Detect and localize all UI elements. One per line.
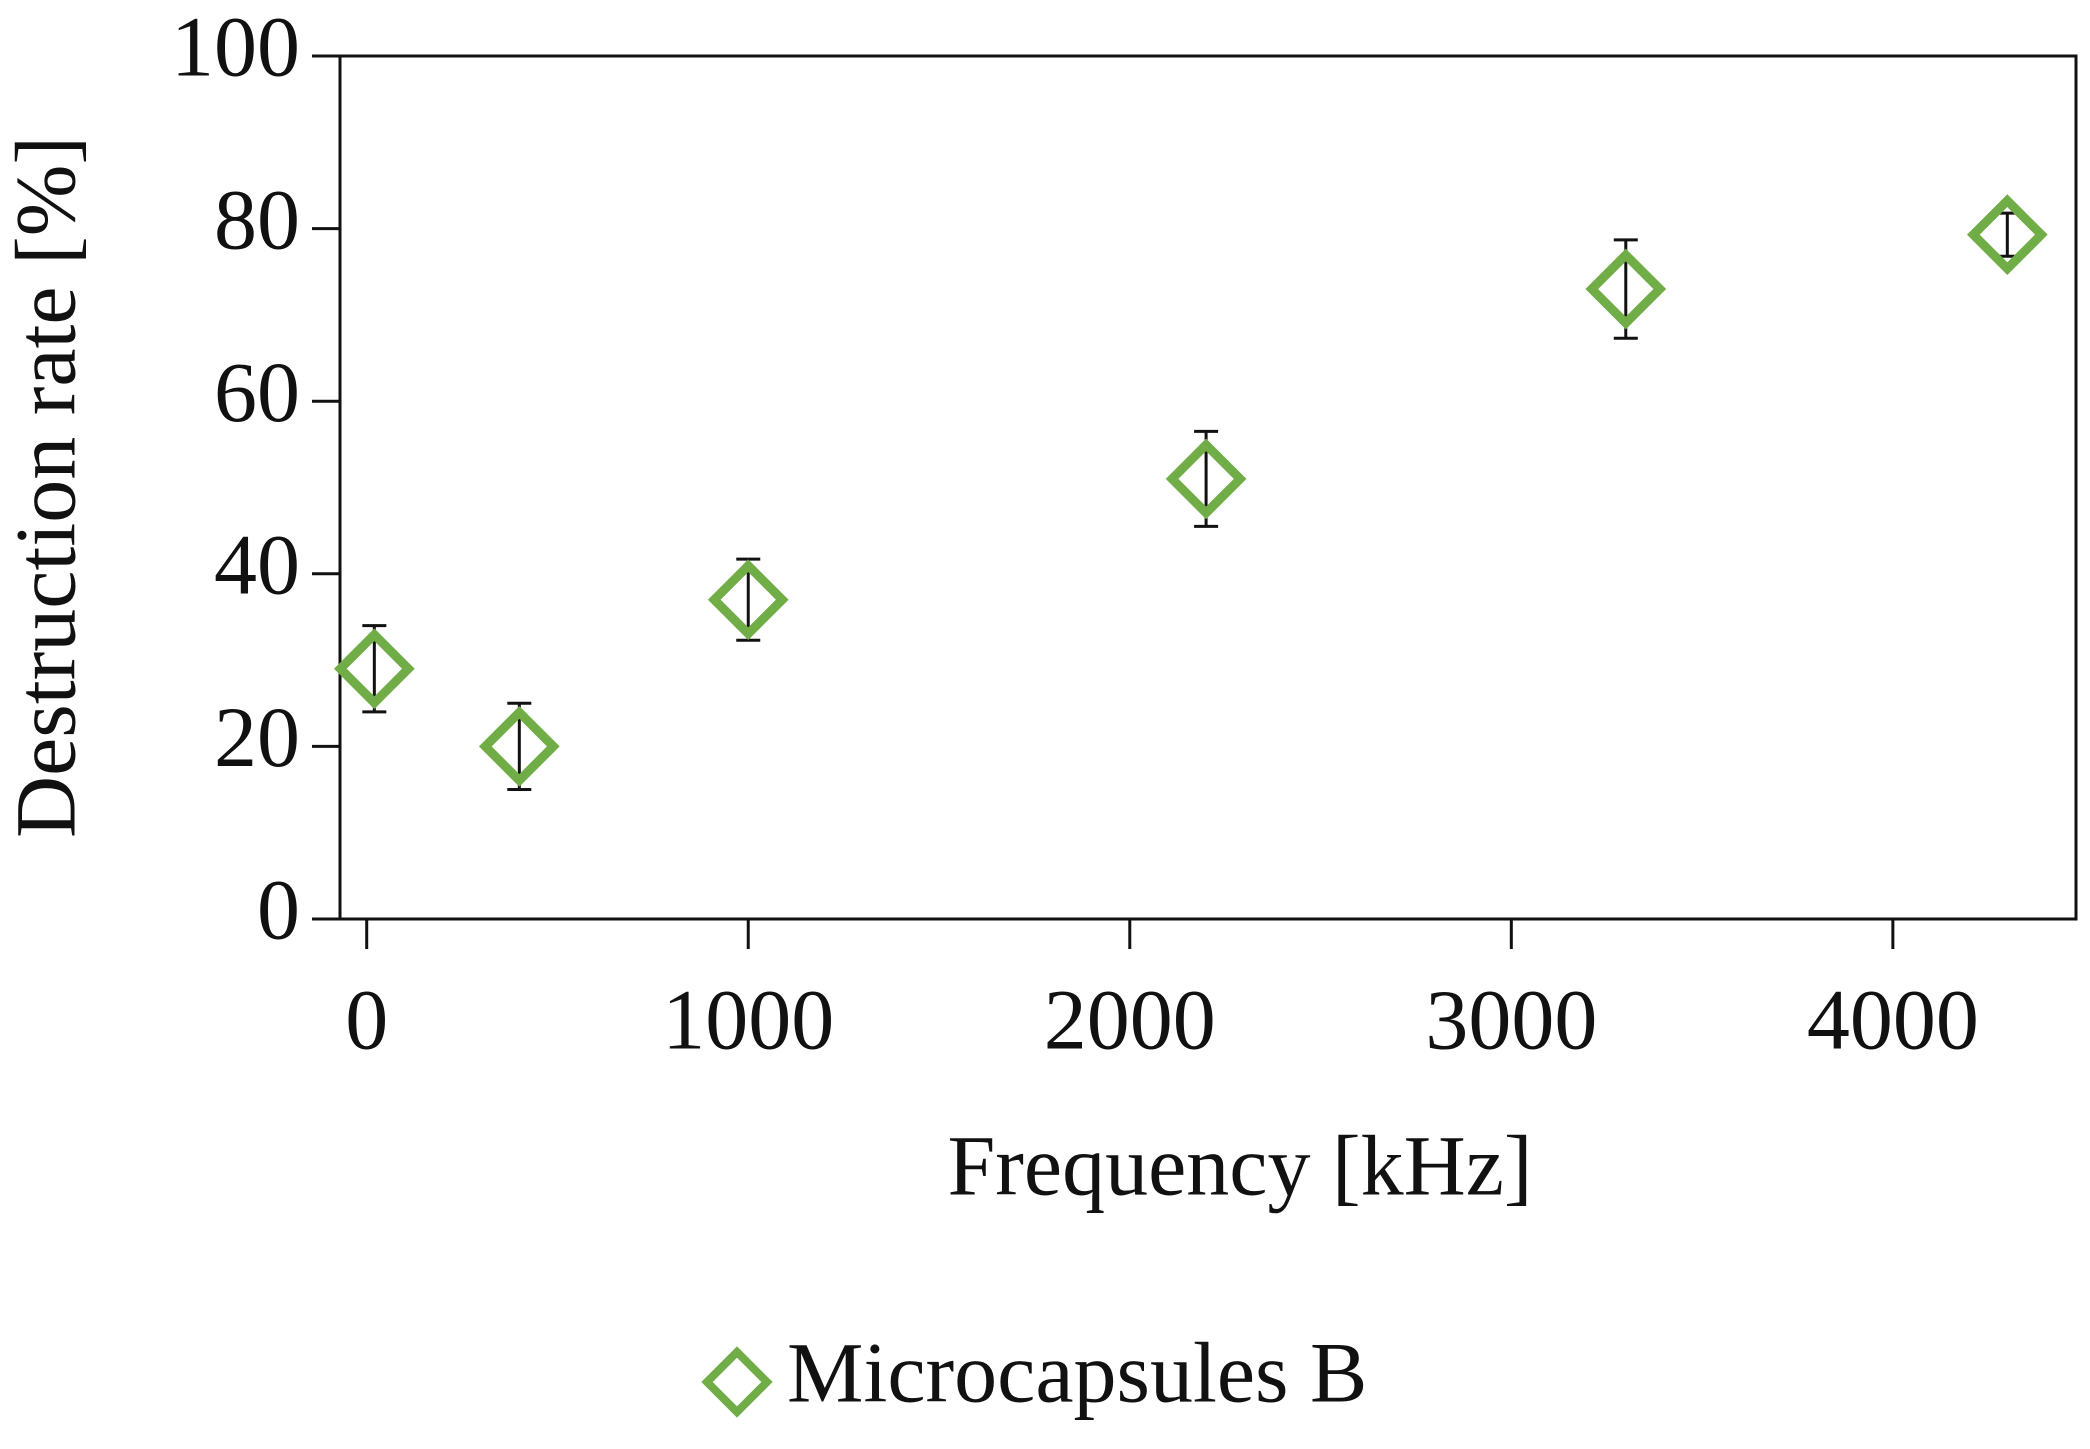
y-tick-label: 60 — [214, 344, 300, 440]
marker — [1966, 194, 2048, 276]
x-tick-label: 4000 — [1807, 972, 1979, 1068]
y-tick-label: 100 — [171, 0, 300, 95]
marker — [333, 628, 415, 710]
x-tick-label: 1000 — [662, 972, 834, 1068]
y-tick-label: 40 — [214, 517, 300, 613]
y-axis-label: Destruction rate [%] — [0, 136, 94, 838]
legend-marker — [701, 1346, 773, 1418]
plot-frame — [338, 54, 2078, 921]
marker — [1165, 438, 1247, 520]
y-tick-label: 20 — [214, 689, 300, 785]
legend-label: Microcapsules B — [787, 1325, 1367, 1421]
x-tick-label: 0 — [345, 972, 388, 1068]
x-tick-label: 2000 — [1044, 972, 1216, 1068]
error-bar — [736, 557, 761, 642]
y-tick-label: 0 — [257, 862, 300, 958]
marker — [1585, 248, 1667, 330]
x-tick-label: 3000 — [1425, 972, 1597, 1068]
y-tick-label: 80 — [214, 171, 300, 267]
error-bar — [1995, 211, 2020, 258]
x-axis-label: Frequency [kHz] — [947, 1118, 1532, 1214]
marker — [478, 706, 560, 787]
marker — [707, 559, 789, 641]
